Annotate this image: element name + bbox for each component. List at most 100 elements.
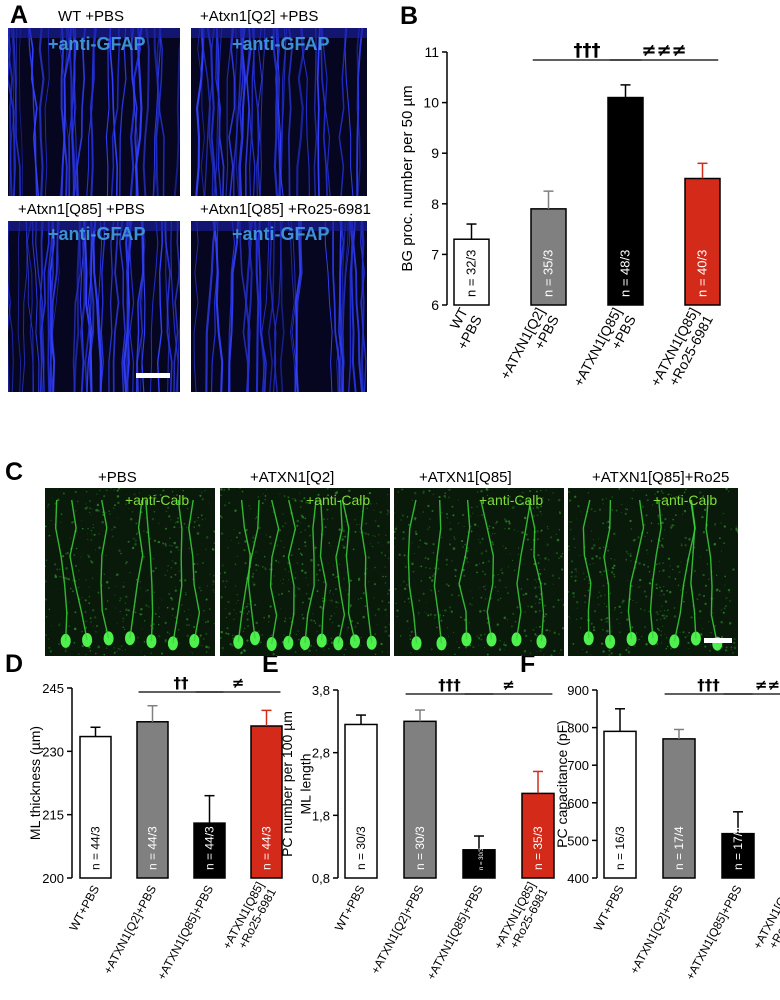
significance-marker: ††† (574, 40, 601, 61)
scale-bar (704, 638, 732, 643)
bar (403, 720, 437, 879)
x-tick-label: +ATXN1[Q2]+PBS (627, 883, 686, 977)
calb-micrograph-q2 (220, 488, 390, 656)
micrograph-title-wt-pbs: WT +PBS (58, 8, 124, 25)
stain-label-calb: +anti-Calb (653, 492, 718, 508)
x-tick-label: +ATXN1[Q85]+Ro25-6981 (647, 305, 716, 397)
bar (453, 238, 490, 306)
gfap-micrograph-q85-ro25 (191, 221, 367, 392)
y-axis-label: PC number per 100 µm ML length (279, 711, 313, 857)
x-tick-label: WT+PBS (332, 883, 368, 933)
calb-micrograph-pbs (45, 488, 215, 656)
significance-marker: ≠≠ (755, 676, 780, 694)
micrograph-title-q85: +ATXN1[Q85] (419, 469, 512, 486)
micrograph-title-q2: +ATXN1[Q2] (250, 469, 335, 486)
n-label: n = 48/3 (618, 250, 633, 297)
micrograph-title-q2-pbs: +Atxn1[Q2] +PBS (200, 8, 319, 25)
significance-marker: ††† (438, 676, 461, 694)
stain-label-gfap: +anti-GFAP (48, 224, 146, 244)
y-tick-label: 600 (567, 796, 589, 811)
chart-f: 400 500 600 700 800 900 PC capacitance (pF) n =… (554, 676, 780, 982)
y-tick-label: 500 (567, 833, 589, 848)
y-tick-label: 1,8 (312, 808, 330, 823)
n-label: n = 17/4 (731, 826, 745, 870)
significance-marker: ≠≠≠ (641, 40, 686, 61)
y-tick-label: 900 (567, 683, 589, 698)
x-tick-label: +ATXN1[Q85]+PBS (424, 883, 486, 982)
n-label: n = 30/3 (479, 847, 485, 870)
x-tick-label: +ATXN1[Q85]+PBS (154, 883, 216, 982)
bar (193, 822, 226, 879)
y-tick-label: 10 (423, 95, 439, 111)
chart-b: 6 7 8 9 10 11 BG proc. number per 50 µm n = 32/… (399, 40, 721, 397)
panel-letter-d: D (5, 650, 24, 678)
x-tick-label: +ATXN1[Q2]+PBS (101, 883, 160, 977)
x-tick-label: WT+PBS (591, 883, 627, 933)
calb-micrograph-q85 (394, 488, 564, 656)
x-tick-label: +ATXN1[Q2]+PBS (368, 883, 427, 977)
n-label: n = 30/3 (413, 826, 427, 870)
stain-label-gfap: +anti-GFAP (48, 34, 146, 54)
chart-d: 200 215 230 245 ML thickness (µm) n = 44/3 WT+… (27, 674, 283, 982)
y-tick-label: 8 (431, 196, 439, 212)
micrograph-title-q85-ro25: +ATXN1[Q85]+Ro25 (592, 469, 730, 486)
bar (521, 792, 555, 879)
y-tick-label: 800 (567, 721, 589, 736)
y-tick-label: 2,8 (312, 746, 330, 761)
n-label: n = 35/3 (541, 250, 556, 297)
x-tick-label: WT+PBS (440, 305, 486, 352)
panel-letter-b: B (400, 2, 419, 30)
n-label: n = 44/3 (146, 826, 160, 870)
bar (344, 723, 378, 879)
n-label: n = 30/3 (354, 826, 368, 870)
panel-letter-f: F (520, 650, 536, 678)
y-tick-label: 6 (431, 297, 439, 313)
micrograph-title-pbs: +PBS (98, 469, 137, 486)
n-label: n = 44/3 (89, 826, 103, 870)
y-axis-label: BG proc. number per 50 µm (399, 85, 416, 271)
x-tick-label: +ATXN1[Q2]+PBS (497, 305, 562, 390)
stain-label-calb: +anti-Calb (479, 492, 544, 508)
n-label: n = 35/3 (531, 826, 545, 870)
bar (684, 177, 721, 306)
bar (530, 208, 567, 306)
y-tick-label: 230 (42, 744, 64, 759)
n-label: n = 17/4 (672, 826, 686, 870)
n-label: n = 16/3 (613, 826, 627, 870)
bar (136, 721, 169, 879)
n-label: n = 44/3 (260, 826, 274, 870)
gfap-micrograph-wt-pbs (8, 28, 180, 196)
chart-e: 0,8 1,8 2,8 3,8 PC number per 100 µm ML lengt… (279, 676, 555, 982)
n-label: n = 32/3 (464, 250, 479, 297)
stain-label-gfap: +anti-GFAP (232, 34, 330, 54)
bar (607, 96, 644, 306)
significance-marker: ††† (697, 676, 720, 694)
bar (721, 832, 755, 879)
x-tick-label: WT+PBS (66, 883, 102, 933)
stain-label-calb: +anti-Calb (125, 492, 190, 508)
significance-marker: ≠ (232, 674, 245, 692)
y-tick-label: 700 (567, 758, 589, 773)
x-tick-label: +ATXN1[Q85]+Ro25-6981 (491, 879, 551, 958)
bar (79, 735, 112, 879)
y-tick-label: 9 (431, 145, 439, 161)
micrograph-title-q85-pbs: +Atxn1[Q85] +PBS (18, 201, 145, 218)
panel-letter-c: C (5, 458, 24, 486)
calb-micrograph-q85-ro25 (568, 488, 738, 656)
stain-label-gfap: +anti-GFAP (232, 224, 330, 244)
y-tick-label: 7 (431, 246, 439, 262)
y-tick-label: 3,8 (312, 683, 330, 698)
n-label: n = 44/3 (203, 826, 217, 870)
y-tick-label: 11 (424, 44, 439, 60)
n-label: n = 40/3 (695, 250, 710, 297)
significance-marker: †† (174, 674, 190, 692)
y-axis-label: PC capacitance (pF) (554, 720, 570, 848)
y-tick-label: 215 (42, 808, 64, 823)
panel-letter-a: A (10, 1, 29, 29)
x-tick-label: +ATXN1[Q85]+Ro25-6981 (750, 879, 780, 958)
y-tick-label: 0,8 (312, 871, 330, 886)
scale-bar (136, 373, 170, 378)
y-tick-label: 400 (567, 871, 589, 886)
stain-label-calb: +anti-Calb (306, 492, 371, 508)
